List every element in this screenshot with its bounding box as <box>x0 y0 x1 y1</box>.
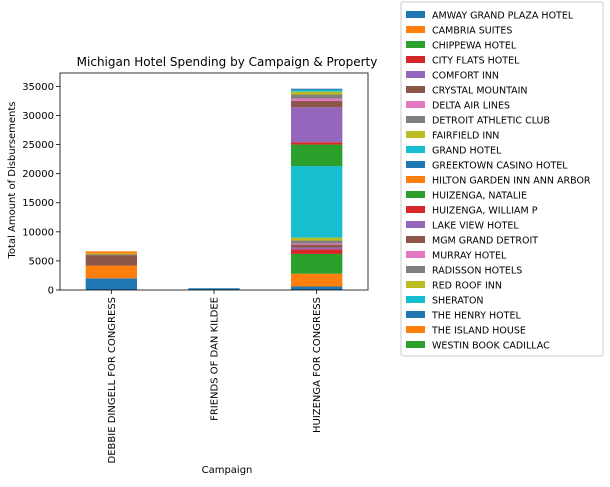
bar-segment-huizenga-natalie-3 <box>291 144 343 167</box>
legend-label-sheraton: SHERATON <box>432 296 484 307</box>
bar-segment-detroit-athletic-club-3 <box>291 240 343 244</box>
legend-label-huizenga-natalie: HUIZENGA, NATALIE <box>432 191 527 202</box>
legend: AMWAY GRAND PLAZA HOTEL CAMBRIA SUITES CHI… <box>400 1 604 357</box>
x-tick-label: HUIZENGA FOR CONGRESS <box>312 297 323 433</box>
axes-layer: 0 5000 10000 15000 20000 25000 30000 35000 DEBBI… <box>22 72 369 464</box>
legend-label-greektown-casino-hotel: GREEKTOWN CASINO HOTEL <box>432 161 568 172</box>
legend-swatch-radisson-hotels <box>406 266 425 273</box>
legend-swatch-comfort-inn <box>406 71 425 78</box>
legend-label-murray-hotel: MURRAY HOTEL <box>432 251 507 262</box>
bar-segment-murray-hotel-3 <box>291 98 343 101</box>
legend-label-lake-view-hotel: LAKE VIEW HOTEL <box>432 221 519 232</box>
legend-swatch-huizenga-william-p <box>406 206 425 213</box>
bar-segment-the-henry-hotel-3 <box>291 88 343 90</box>
x-tick-label: FRIENDS OF DAN KILDEE <box>210 297 221 421</box>
y-axis-label: Total Amount of Disbursements <box>7 101 18 259</box>
legend-swatch-city-flats-hotel <box>406 56 425 63</box>
legend-swatch-red-roof-inn <box>406 281 425 288</box>
legend-swatch-the-island-house <box>406 326 425 333</box>
legend-swatch-greektown-casino-hotel <box>406 161 425 168</box>
bar-segment-the-island-house-1 <box>85 251 137 254</box>
bar-segment-mgm-grand-detroit-1 <box>85 255 137 266</box>
legend-swatch-crystal-mountain <box>406 86 425 93</box>
bar-segment-grand-hotel-3 <box>291 166 343 238</box>
legend-label-cambria-suites: CAMBRIA SUITES <box>432 26 512 37</box>
legend-swatch-grand-hotel <box>406 146 425 153</box>
legend-swatch-hilton-garden-inn-ann-arbor <box>406 176 425 183</box>
bar-segment-huizenga-william-p-3 <box>291 142 343 145</box>
legend-swatch-huizenga-natalie <box>406 191 425 198</box>
legend-label-the-island-house: THE ISLAND HOUSE <box>431 326 526 337</box>
legend-label-mgm-grand-detroit: MGM GRAND DETROIT <box>432 236 538 247</box>
legend-label-amway-grand-plaza-hotel: AMWAY GRAND PLAZA HOTEL <box>432 11 574 22</box>
chart-title: Michigan Hotel Spending by Campaign & Pr… <box>77 55 378 69</box>
bar-segment-hilton-garden-inn-ann-arbor-1 <box>85 265 137 279</box>
y-tick-label: 30000 <box>22 111 54 122</box>
legend-box <box>400 1 604 357</box>
bar-segment-lake-view-hotel-3 <box>291 107 343 143</box>
legend-swatch-the-henry-hotel <box>406 311 425 318</box>
y-tick-label: 25000 <box>22 140 54 151</box>
legend-label-delta-air-lines: DELTA AIR LINES <box>432 101 510 112</box>
bar-segment-cambria-suites-3 <box>291 273 343 287</box>
x-tick-label: DEBBIE DINGELL FOR CONGRESS <box>107 297 118 464</box>
bars-layer <box>85 88 343 290</box>
bar-segment-mgm-grand-detroit-3 <box>291 100 343 108</box>
legend-swatch-mgm-grand-detroit <box>406 236 425 243</box>
legend-label-comfort-inn: COMFORT INN <box>432 71 499 82</box>
legend-label-crystal-mountain: CRYSTAL MOUNTAIN <box>432 86 528 97</box>
bar-segment-red-roof-inn-1 <box>85 253 137 255</box>
bar-segment-city-flats-hotel-3 <box>291 249 343 254</box>
y-tick-label: 20000 <box>22 169 54 180</box>
legend-label-the-henry-hotel: THE HENRY HOTEL <box>431 311 521 322</box>
legend-label-hilton-garden-inn-ann-arbor: HILTON GARDEN INN ANN ARBOR <box>432 176 591 187</box>
bar-segment-comfort-inn-3 <box>291 247 343 250</box>
legend-swatch-detroit-athletic-club <box>406 116 425 123</box>
legend-label-detroit-athletic-club: DETROIT ATHLETIC CLUB <box>432 116 550 127</box>
y-tick-label: 5000 <box>29 256 54 267</box>
x-axis-label: Campaign <box>202 465 253 476</box>
y-tick-label: 10000 <box>22 227 54 238</box>
legend-label-red-roof-inn: RED ROOF INN <box>432 281 502 292</box>
legend-label-westin-book-cadillac: WESTIN BOOK CADILLAC <box>432 341 550 352</box>
bar-segment-crystal-mountain-3 <box>291 244 343 248</box>
y-tick-label: 15000 <box>22 198 54 209</box>
legend-swatch-westin-book-cadillac <box>406 341 425 348</box>
legend-swatch-lake-view-hotel <box>406 221 425 228</box>
bar-segment-fairfield-inn-3 <box>291 237 343 241</box>
legend-label-grand-hotel: GRAND HOTEL <box>432 146 502 157</box>
legend-label-chippewa-hotel: CHIPPEWA HOTEL <box>432 41 517 52</box>
legend-swatch-cambria-suites <box>406 26 425 33</box>
bar-segment-delta-air-lines-3 <box>291 243 343 245</box>
legend-label-radisson-hotels: RADISSON HOTELS <box>432 266 522 277</box>
legend-swatch-delta-air-lines <box>406 101 425 108</box>
legend-label-huizenga-william-p: HUIZENGA, WILLIAM P <box>432 206 538 217</box>
bar-segment-radisson-hotels-3 <box>291 94 343 99</box>
legend-swatch-murray-hotel <box>406 251 425 258</box>
bar-segment-chippewa-hotel-3 <box>291 253 343 274</box>
legend-swatch-fairfield-inn <box>406 131 425 138</box>
bar-segment-red-roof-inn-3 <box>291 91 343 95</box>
bar-segment-greektown-casino-hotel-2 <box>188 288 240 290</box>
bar-segment-greektown-casino-hotel-1 <box>85 278 137 290</box>
legend-label-city-flats-hotel: CITY FLATS HOTEL <box>432 56 520 67</box>
legend-swatch-amway-grand-plaza-hotel <box>406 11 425 18</box>
bar-segment-amway-grand-plaza-hotel-3 <box>291 286 343 290</box>
y-tick-label: 35000 <box>22 82 54 93</box>
bar-segment-sheraton-3 <box>291 89 343 92</box>
legend-swatch-chippewa-hotel <box>406 41 425 48</box>
y-tick-label: 0 <box>48 286 54 297</box>
legend-swatch-sheraton <box>406 296 425 303</box>
legend-label-fairfield-inn: FAIRFIELD INN <box>432 131 499 142</box>
bar-segment-radisson-hotels-1 <box>85 254 137 256</box>
